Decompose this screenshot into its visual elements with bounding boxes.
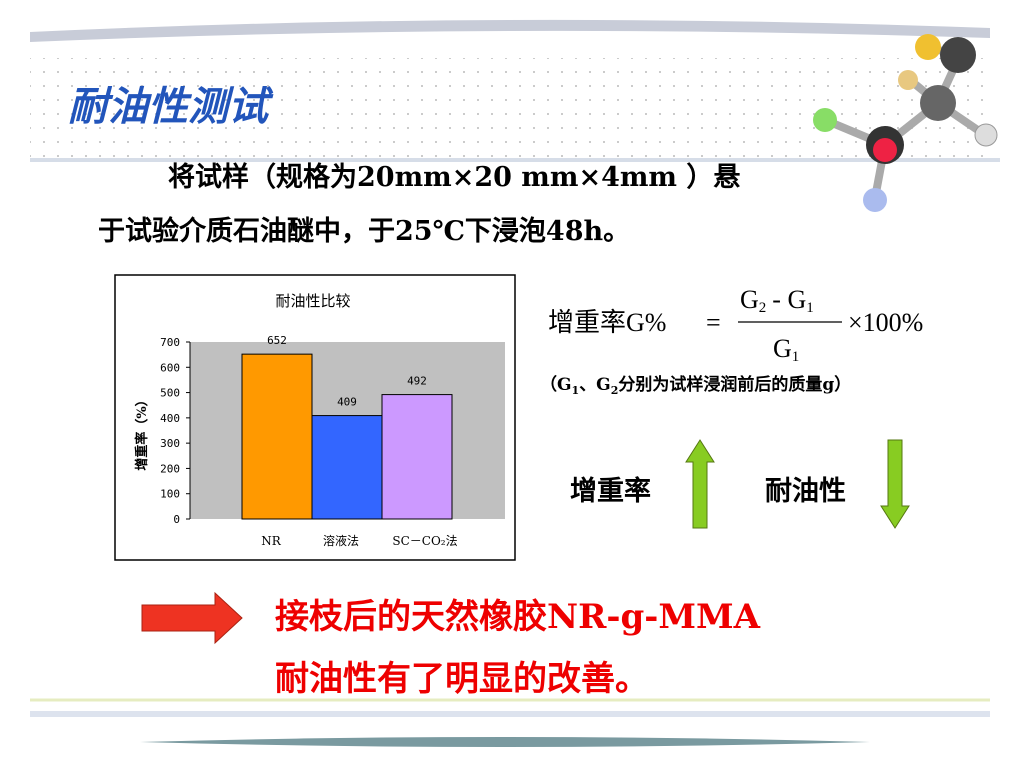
bar [381, 394, 453, 520]
slide-title: 耐油性测试 [68, 84, 274, 130]
down-arrow [880, 439, 910, 529]
value-label: 652 [267, 334, 287, 347]
body-text: 将试样（规格为20mm×20 mm×4mm ）悬 [168, 161, 740, 193]
molecule [813, 34, 998, 212]
y-tick-label: 500 [160, 387, 180, 400]
y-axis-label: 增重率（%） [134, 393, 150, 470]
formula-factor: ×100% [848, 308, 923, 337]
bar [311, 415, 383, 520]
formula-equals: = [706, 308, 721, 337]
formula-label: 增重率G% [548, 308, 666, 337]
subscript: 1 [792, 349, 800, 365]
formula: 增重率G% = G2- G1 G1 ×100% [548, 285, 923, 365]
x-tick-label: SC－CO₂法 [392, 534, 457, 548]
subscript: 1 [572, 384, 580, 397]
x-tick-label: NR [261, 534, 282, 548]
y-tick-label: 600 [160, 361, 180, 374]
operator: - G [772, 285, 806, 314]
up-arrow [685, 439, 715, 529]
conclusion-text: 接枝后的天然橡胶NR-g-MMA [275, 597, 761, 637]
y-tick-label: 200 [160, 462, 180, 475]
subscript: 2 [611, 384, 619, 397]
y-tick-label: 0 [173, 513, 180, 526]
chart-title: 耐油性比较 [275, 292, 350, 310]
note-text: 分别为试样浸润前后的质量g） [618, 374, 851, 395]
value-label: 492 [407, 375, 427, 388]
value-label: 409 [337, 396, 357, 409]
subscript: 1 [806, 300, 814, 316]
formula-numerator: G2 - G1 [740, 285, 814, 316]
bottom-band [140, 737, 870, 747]
formula-note: （G1、G2分别为试样浸润前后的质量g） [540, 374, 851, 397]
subscript: 2 [759, 300, 767, 316]
x-tick-label: 溶液法 [323, 533, 359, 548]
top-band [30, 19, 990, 42]
indicator-label: 增重率 [570, 475, 651, 507]
symbol: G [773, 334, 792, 363]
y-tick-label: 400 [160, 412, 180, 425]
formula-denominator: G1 [773, 334, 799, 365]
body-text: 于试验介质石油醚中，于25℃下浸泡48h。 [98, 215, 630, 247]
y-tick-label: 300 [160, 437, 180, 450]
conclusion-text: 耐油性有了明显的改善。 [275, 659, 649, 699]
symbol: G [740, 285, 759, 314]
y-tick-label: 100 [160, 488, 180, 501]
right-arrow [141, 591, 243, 645]
note-text: （G [540, 374, 572, 395]
indicator-label: 耐油性 [765, 476, 846, 507]
y-tick-label: 700 [160, 336, 180, 349]
note-text: 、G [579, 375, 611, 395]
bar [241, 353, 313, 520]
